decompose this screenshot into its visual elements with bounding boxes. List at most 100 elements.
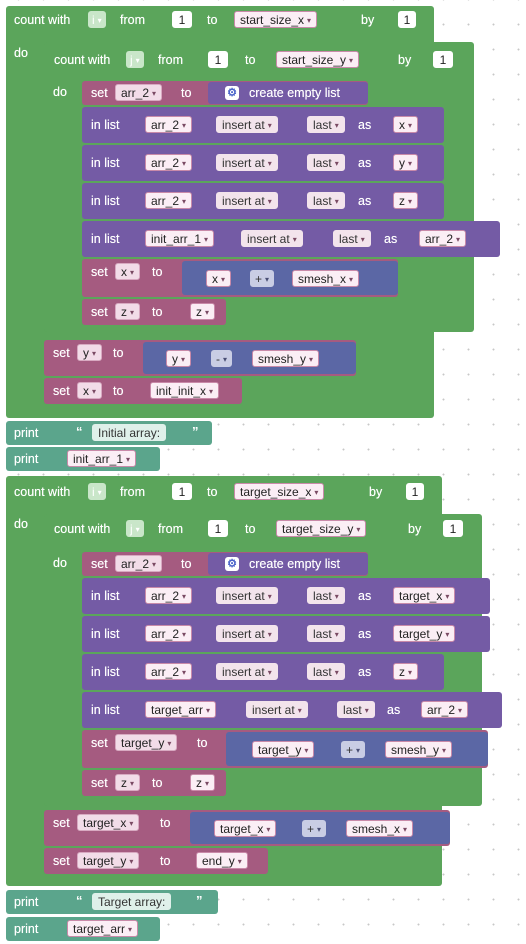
- position-dropdown[interactable]: last ▾: [337, 701, 375, 718]
- text-target-array[interactable]: Target array:: [92, 893, 172, 910]
- value-var-z[interactable]: z ▾: [393, 663, 419, 680]
- to-variable-target-size-x[interactable]: target_size_x ▾: [234, 483, 325, 500]
- insert-mode-dropdown[interactable]: insert at ▾: [246, 701, 308, 718]
- to-variable-start-size-y[interactable]: start_size_y ▾: [276, 51, 360, 68]
- gear-icon[interactable]: ⚙: [225, 86, 239, 100]
- list-var-target-arr[interactable]: target_arr ▾: [145, 701, 217, 718]
- list-var-arr2[interactable]: arr_2 ▾: [145, 625, 193, 642]
- set-var-arr2[interactable]: arr_2 ▾: [115, 84, 163, 101]
- from-value[interactable]: 1: [172, 11, 192, 28]
- math-operator-minus[interactable]: - ▾: [211, 350, 233, 367]
- insert-mode-dropdown[interactable]: insert at ▾: [216, 587, 278, 604]
- math-operator-plus[interactable]: + ▾: [250, 270, 275, 287]
- math-right-smesh-x[interactable]: smesh_x ▾: [292, 270, 360, 287]
- value-var-z[interactable]: z ▾: [190, 303, 216, 320]
- to-label: to: [152, 265, 163, 279]
- list-var-arr2[interactable]: arr_2 ▾: [145, 154, 193, 171]
- position-dropdown[interactable]: last ▾: [307, 192, 345, 209]
- list-var-arr2[interactable]: arr_2 ▾: [145, 663, 193, 680]
- value-var-z[interactable]: z ▾: [190, 774, 216, 791]
- insert-mode-dropdown[interactable]: insert at ▾: [216, 154, 278, 171]
- position-dropdown[interactable]: last ▾: [307, 116, 345, 133]
- by-value[interactable]: 1: [443, 520, 463, 537]
- do-label: do: [14, 517, 28, 531]
- in-list-label: in list: [91, 194, 120, 208]
- position-dropdown[interactable]: last ▾: [307, 154, 345, 171]
- loop-var-i[interactable]: i ▾: [88, 483, 106, 500]
- value-var-arr2[interactable]: arr_2 ▾: [421, 701, 469, 718]
- set-var-y[interactable]: y ▾: [77, 344, 103, 361]
- position-dropdown[interactable]: last ▾: [307, 625, 345, 642]
- value-var-target-x[interactable]: target_x ▾: [393, 587, 456, 604]
- from-value[interactable]: 1: [208, 51, 228, 68]
- set-var-x[interactable]: x ▾: [115, 263, 141, 280]
- value-var-init-init-x[interactable]: init_init_x ▾: [150, 382, 220, 399]
- math-operator-plus[interactable]: + ▾: [341, 741, 366, 758]
- value-var-end-y[interactable]: end_y ▾: [196, 852, 248, 869]
- value-var-z[interactable]: z ▾: [393, 192, 419, 209]
- insert-mode-dropdown[interactable]: insert at ▾: [216, 192, 278, 209]
- value-var-init-arr1[interactable]: init_arr_1 ▾: [67, 450, 137, 467]
- by-value[interactable]: 1: [406, 483, 424, 500]
- do-label: do: [53, 85, 67, 99]
- set-label: set: [91, 557, 108, 571]
- position-dropdown[interactable]: last ▾: [333, 230, 371, 247]
- to-variable-target-size-y[interactable]: target_size_y ▾: [276, 520, 367, 537]
- as-label: as: [358, 156, 372, 170]
- loop-var-j[interactable]: j ▾: [126, 51, 144, 68]
- list-var-arr2[interactable]: arr_2 ▾: [145, 116, 193, 133]
- math-right-smesh-y[interactable]: smesh_y ▾: [252, 350, 320, 367]
- position-dropdown[interactable]: last ▾: [307, 587, 345, 604]
- by-label: by: [398, 53, 412, 67]
- loop-var-j[interactable]: j ▾: [126, 520, 144, 537]
- print-label: print: [14, 452, 39, 466]
- by-value[interactable]: 1: [433, 51, 453, 68]
- do-label: do: [14, 46, 28, 60]
- text-initial-array[interactable]: Initial array:: [92, 424, 167, 441]
- list-var-arr2[interactable]: arr_2 ▾: [145, 192, 193, 209]
- print-label: print: [14, 922, 39, 936]
- list-var-init-arr1[interactable]: init_arr_1 ▾: [145, 230, 215, 247]
- to-label: to: [152, 776, 163, 790]
- set-var-target-x[interactable]: target_x ▾: [77, 814, 140, 831]
- math-operator-plus[interactable]: + ▾: [302, 820, 327, 837]
- from-label: from: [158, 522, 183, 536]
- insert-mode-dropdown[interactable]: insert at ▾: [216, 116, 278, 133]
- by-label: by: [369, 485, 383, 499]
- math-left-target-y[interactable]: target_y ▾: [252, 741, 315, 758]
- math-right-smesh-x[interactable]: smesh_x ▾: [346, 820, 414, 837]
- value-var-target-arr[interactable]: target_arr ▾: [67, 920, 139, 937]
- create-empty-list-block[interactable]: [208, 82, 368, 104]
- set-var-z[interactable]: z ▾: [115, 303, 141, 320]
- set-var-target-y[interactable]: target_y ▾: [77, 852, 140, 869]
- insert-mode-dropdown[interactable]: insert at ▾: [216, 625, 278, 642]
- loop-var-i[interactable]: i ▾: [88, 11, 106, 28]
- insert-mode-dropdown[interactable]: insert at ▾: [216, 663, 278, 680]
- set-var-target-y[interactable]: target_y ▾: [115, 734, 178, 751]
- set-var-z[interactable]: z ▾: [115, 774, 141, 791]
- in-list-label: in list: [91, 232, 120, 246]
- math-left-y[interactable]: y ▾: [166, 350, 192, 367]
- by-label: by: [361, 13, 375, 27]
- to-label: to: [197, 736, 208, 750]
- value-var-y[interactable]: y ▾: [393, 154, 419, 171]
- position-dropdown[interactable]: last ▾: [307, 663, 345, 680]
- set-var-arr2[interactable]: arr_2 ▾: [115, 555, 163, 572]
- by-value[interactable]: 1: [398, 11, 416, 28]
- in-list-label: in list: [91, 665, 120, 679]
- value-var-arr2[interactable]: arr_2 ▾: [419, 230, 467, 247]
- value-var-target-y[interactable]: target_y ▾: [393, 625, 456, 642]
- insert-mode-dropdown[interactable]: insert at ▾: [241, 230, 303, 247]
- close-quote-icon: ”: [196, 893, 203, 908]
- math-left-target-x[interactable]: target_x ▾: [214, 820, 277, 837]
- gear-icon[interactable]: ⚙: [225, 557, 239, 571]
- to-variable-start-size-x[interactable]: start_size_x ▾: [234, 11, 318, 28]
- math-left-x[interactable]: x ▾: [206, 270, 232, 287]
- from-value[interactable]: 1: [172, 483, 192, 500]
- from-value[interactable]: 1: [208, 520, 228, 537]
- list-var-arr2[interactable]: arr_2 ▾: [145, 587, 193, 604]
- math-right-smesh-y[interactable]: smesh_y ▾: [385, 741, 453, 758]
- set-var-x[interactable]: x ▾: [77, 382, 103, 399]
- value-var-x[interactable]: x ▾: [393, 116, 419, 133]
- create-empty-list-block[interactable]: [208, 553, 368, 575]
